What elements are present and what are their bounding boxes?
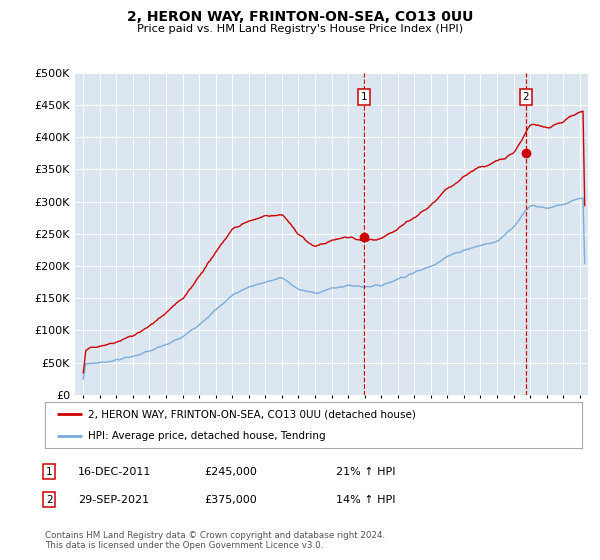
Text: 1: 1 [46, 466, 53, 477]
Text: 2, HERON WAY, FRINTON-ON-SEA, CO13 0UU (detached house): 2, HERON WAY, FRINTON-ON-SEA, CO13 0UU (… [88, 409, 416, 419]
Text: £375,000: £375,000 [204, 494, 257, 505]
Text: 2: 2 [46, 494, 53, 505]
Text: 16-DEC-2011: 16-DEC-2011 [78, 466, 151, 477]
Text: 29-SEP-2021: 29-SEP-2021 [78, 494, 149, 505]
Text: 14% ↑ HPI: 14% ↑ HPI [336, 494, 395, 505]
Text: 1: 1 [361, 92, 367, 102]
Text: 2: 2 [523, 92, 529, 102]
Text: Contains HM Land Registry data © Crown copyright and database right 2024.
This d: Contains HM Land Registry data © Crown c… [45, 531, 385, 550]
Text: 2, HERON WAY, FRINTON-ON-SEA, CO13 0UU: 2, HERON WAY, FRINTON-ON-SEA, CO13 0UU [127, 10, 473, 24]
Text: Price paid vs. HM Land Registry's House Price Index (HPI): Price paid vs. HM Land Registry's House … [137, 24, 463, 34]
Text: £245,000: £245,000 [204, 466, 257, 477]
Text: HPI: Average price, detached house, Tendring: HPI: Average price, detached house, Tend… [88, 431, 326, 441]
Text: 21% ↑ HPI: 21% ↑ HPI [336, 466, 395, 477]
